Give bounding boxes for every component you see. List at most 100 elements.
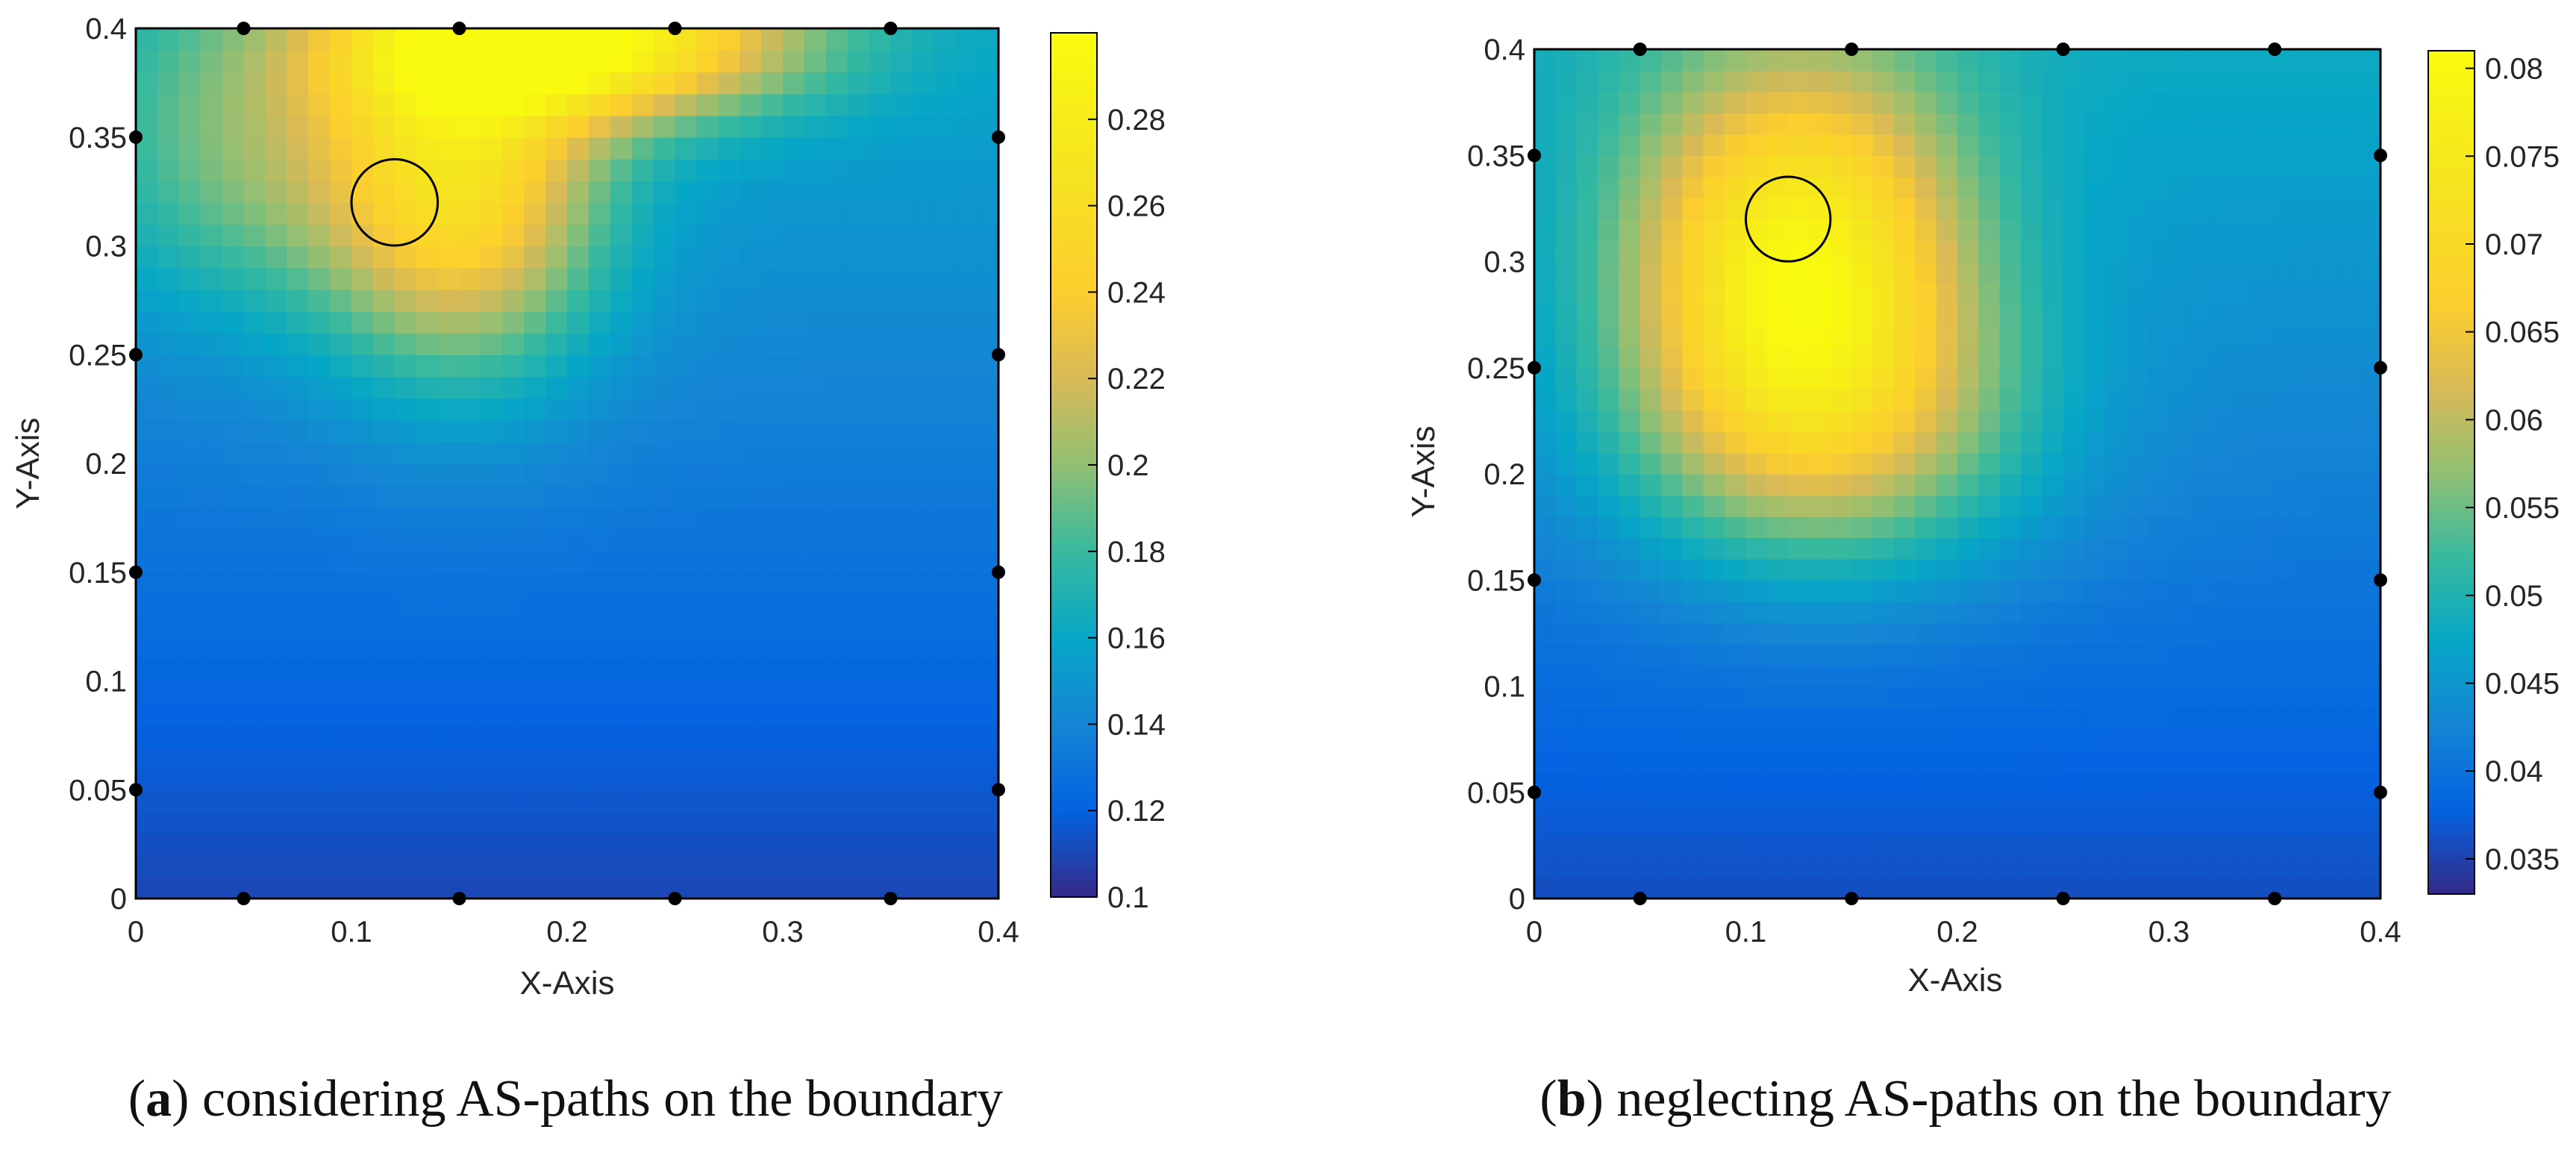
heatmap-cell bbox=[1872, 240, 1895, 263]
heatmap-cell bbox=[1534, 261, 1557, 284]
heatmap-cell bbox=[2253, 665, 2275, 687]
heatmap-cell bbox=[2042, 856, 2064, 878]
heatmap-cell bbox=[394, 398, 417, 421]
heatmap-cell bbox=[243, 485, 266, 508]
heatmap-cell bbox=[1978, 749, 2001, 772]
heatmap-cell bbox=[740, 419, 762, 443]
heatmap-cell bbox=[934, 659, 956, 682]
heatmap-cell bbox=[610, 50, 633, 73]
heatmap-cell bbox=[2148, 410, 2170, 432]
heatmap-cell bbox=[1872, 176, 1895, 199]
heatmap-cell bbox=[1682, 198, 1704, 220]
heatmap-cell bbox=[2253, 749, 2275, 772]
heatmap-cell bbox=[1915, 665, 1937, 687]
heatmap-cell bbox=[459, 181, 482, 203]
heatmap-cell bbox=[977, 854, 998, 878]
heatmap-cell bbox=[2105, 155, 2128, 178]
heatmap-cell bbox=[567, 528, 590, 551]
heatmap-cell bbox=[2169, 155, 2191, 178]
heatmap-cell bbox=[308, 181, 331, 203]
heatmap-cell bbox=[1788, 537, 1810, 560]
heatmap-cell bbox=[265, 289, 288, 312]
heatmap-cell bbox=[1957, 580, 1980, 602]
y-axis-ticks-b: 00.050.10.150.20.250.30.350.4 bbox=[1467, 34, 1525, 916]
heatmap-cell bbox=[934, 485, 956, 508]
heatmap-cell bbox=[1809, 113, 1831, 135]
heatmap-cell bbox=[2042, 707, 2064, 730]
heatmap-cell bbox=[200, 724, 223, 747]
heatmap-cell bbox=[2295, 219, 2318, 241]
heatmap-cell bbox=[653, 441, 676, 464]
heatmap-cell bbox=[1598, 749, 1620, 772]
heatmap-cell bbox=[825, 659, 848, 682]
heatmap-cell bbox=[1809, 283, 1831, 305]
heatmap-cell bbox=[718, 876, 740, 899]
heatmap-cell bbox=[912, 659, 935, 682]
heatmap-cell bbox=[2359, 283, 2380, 305]
heatmap-cell bbox=[718, 398, 740, 421]
heatmap-cell bbox=[1745, 367, 1768, 390]
heatmap-cell bbox=[157, 289, 180, 312]
colorbar-tick-label: 0.075 bbox=[2485, 140, 2560, 173]
heatmap-cell bbox=[330, 681, 352, 704]
y-tick-label: 0.25 bbox=[69, 339, 127, 372]
heatmap-cell bbox=[437, 310, 460, 334]
heatmap-cell bbox=[740, 463, 762, 486]
heatmap-cell bbox=[912, 593, 935, 616]
heatmap-cell bbox=[1936, 877, 1958, 899]
heatmap-cell bbox=[351, 333, 374, 355]
heatmap-cell bbox=[2105, 240, 2128, 263]
heatmap-cell bbox=[1576, 749, 1598, 772]
heatmap-cell bbox=[977, 310, 998, 334]
heatmap-cell bbox=[1703, 877, 1725, 899]
heatmap-cell bbox=[1851, 198, 1874, 220]
heatmap-cell bbox=[890, 485, 913, 508]
heatmap-cell bbox=[545, 310, 568, 334]
heatmap-cell bbox=[1555, 91, 1578, 114]
sensor-marker bbox=[1528, 360, 1541, 375]
heatmap-cell bbox=[1978, 176, 2001, 199]
heatmap-cell bbox=[1957, 877, 1980, 899]
heatmap-cell bbox=[2189, 49, 2212, 72]
heatmap-cell bbox=[200, 681, 223, 704]
heatmap-cell bbox=[1725, 537, 1747, 560]
heatmap-cell bbox=[696, 398, 719, 421]
heatmap-cell bbox=[416, 572, 439, 595]
heatmap-cell bbox=[2232, 792, 2254, 815]
heatmap-cell bbox=[1957, 474, 1980, 496]
heatmap-cell bbox=[1893, 304, 1916, 326]
heatmap-cell bbox=[912, 637, 935, 660]
heatmap-cell bbox=[545, 702, 568, 725]
heatmap-cell bbox=[955, 181, 978, 203]
heatmap-cell bbox=[265, 659, 288, 682]
heatmap-cell bbox=[1639, 665, 1662, 687]
heatmap-cell bbox=[653, 419, 676, 443]
heatmap-cell bbox=[459, 72, 482, 95]
heatmap-cell bbox=[178, 158, 201, 181]
heatmap-cell bbox=[1703, 580, 1725, 602]
heatmap-cell bbox=[869, 181, 892, 203]
heatmap-cell bbox=[804, 616, 827, 638]
heatmap-cell bbox=[825, 289, 848, 312]
heatmap-cell bbox=[372, 202, 396, 225]
heatmap-cell bbox=[2169, 749, 2191, 772]
heatmap-cell bbox=[1999, 537, 2022, 560]
heatmap-cell bbox=[847, 833, 870, 856]
heatmap-cell bbox=[394, 746, 417, 769]
heatmap-cell bbox=[2063, 431, 2085, 454]
heatmap-cell bbox=[1788, 707, 1810, 730]
heatmap-cell bbox=[1936, 219, 1958, 241]
heatmap-cell bbox=[2084, 856, 2107, 878]
heatmap-cell bbox=[1809, 304, 1831, 326]
heatmap-cell bbox=[890, 768, 913, 791]
heatmap-cell bbox=[610, 572, 633, 595]
heatmap-cell bbox=[1978, 728, 2001, 751]
heatmap-cell bbox=[912, 93, 935, 116]
heatmap-cell bbox=[1788, 49, 1810, 72]
heatmap-cell bbox=[2084, 176, 2107, 199]
heatmap-cell bbox=[1872, 304, 1895, 326]
heatmap-cell bbox=[2338, 91, 2360, 114]
heatmap-cell bbox=[2063, 155, 2085, 178]
heatmap-cell bbox=[2084, 304, 2107, 326]
heatmap-cell bbox=[2295, 495, 2318, 517]
